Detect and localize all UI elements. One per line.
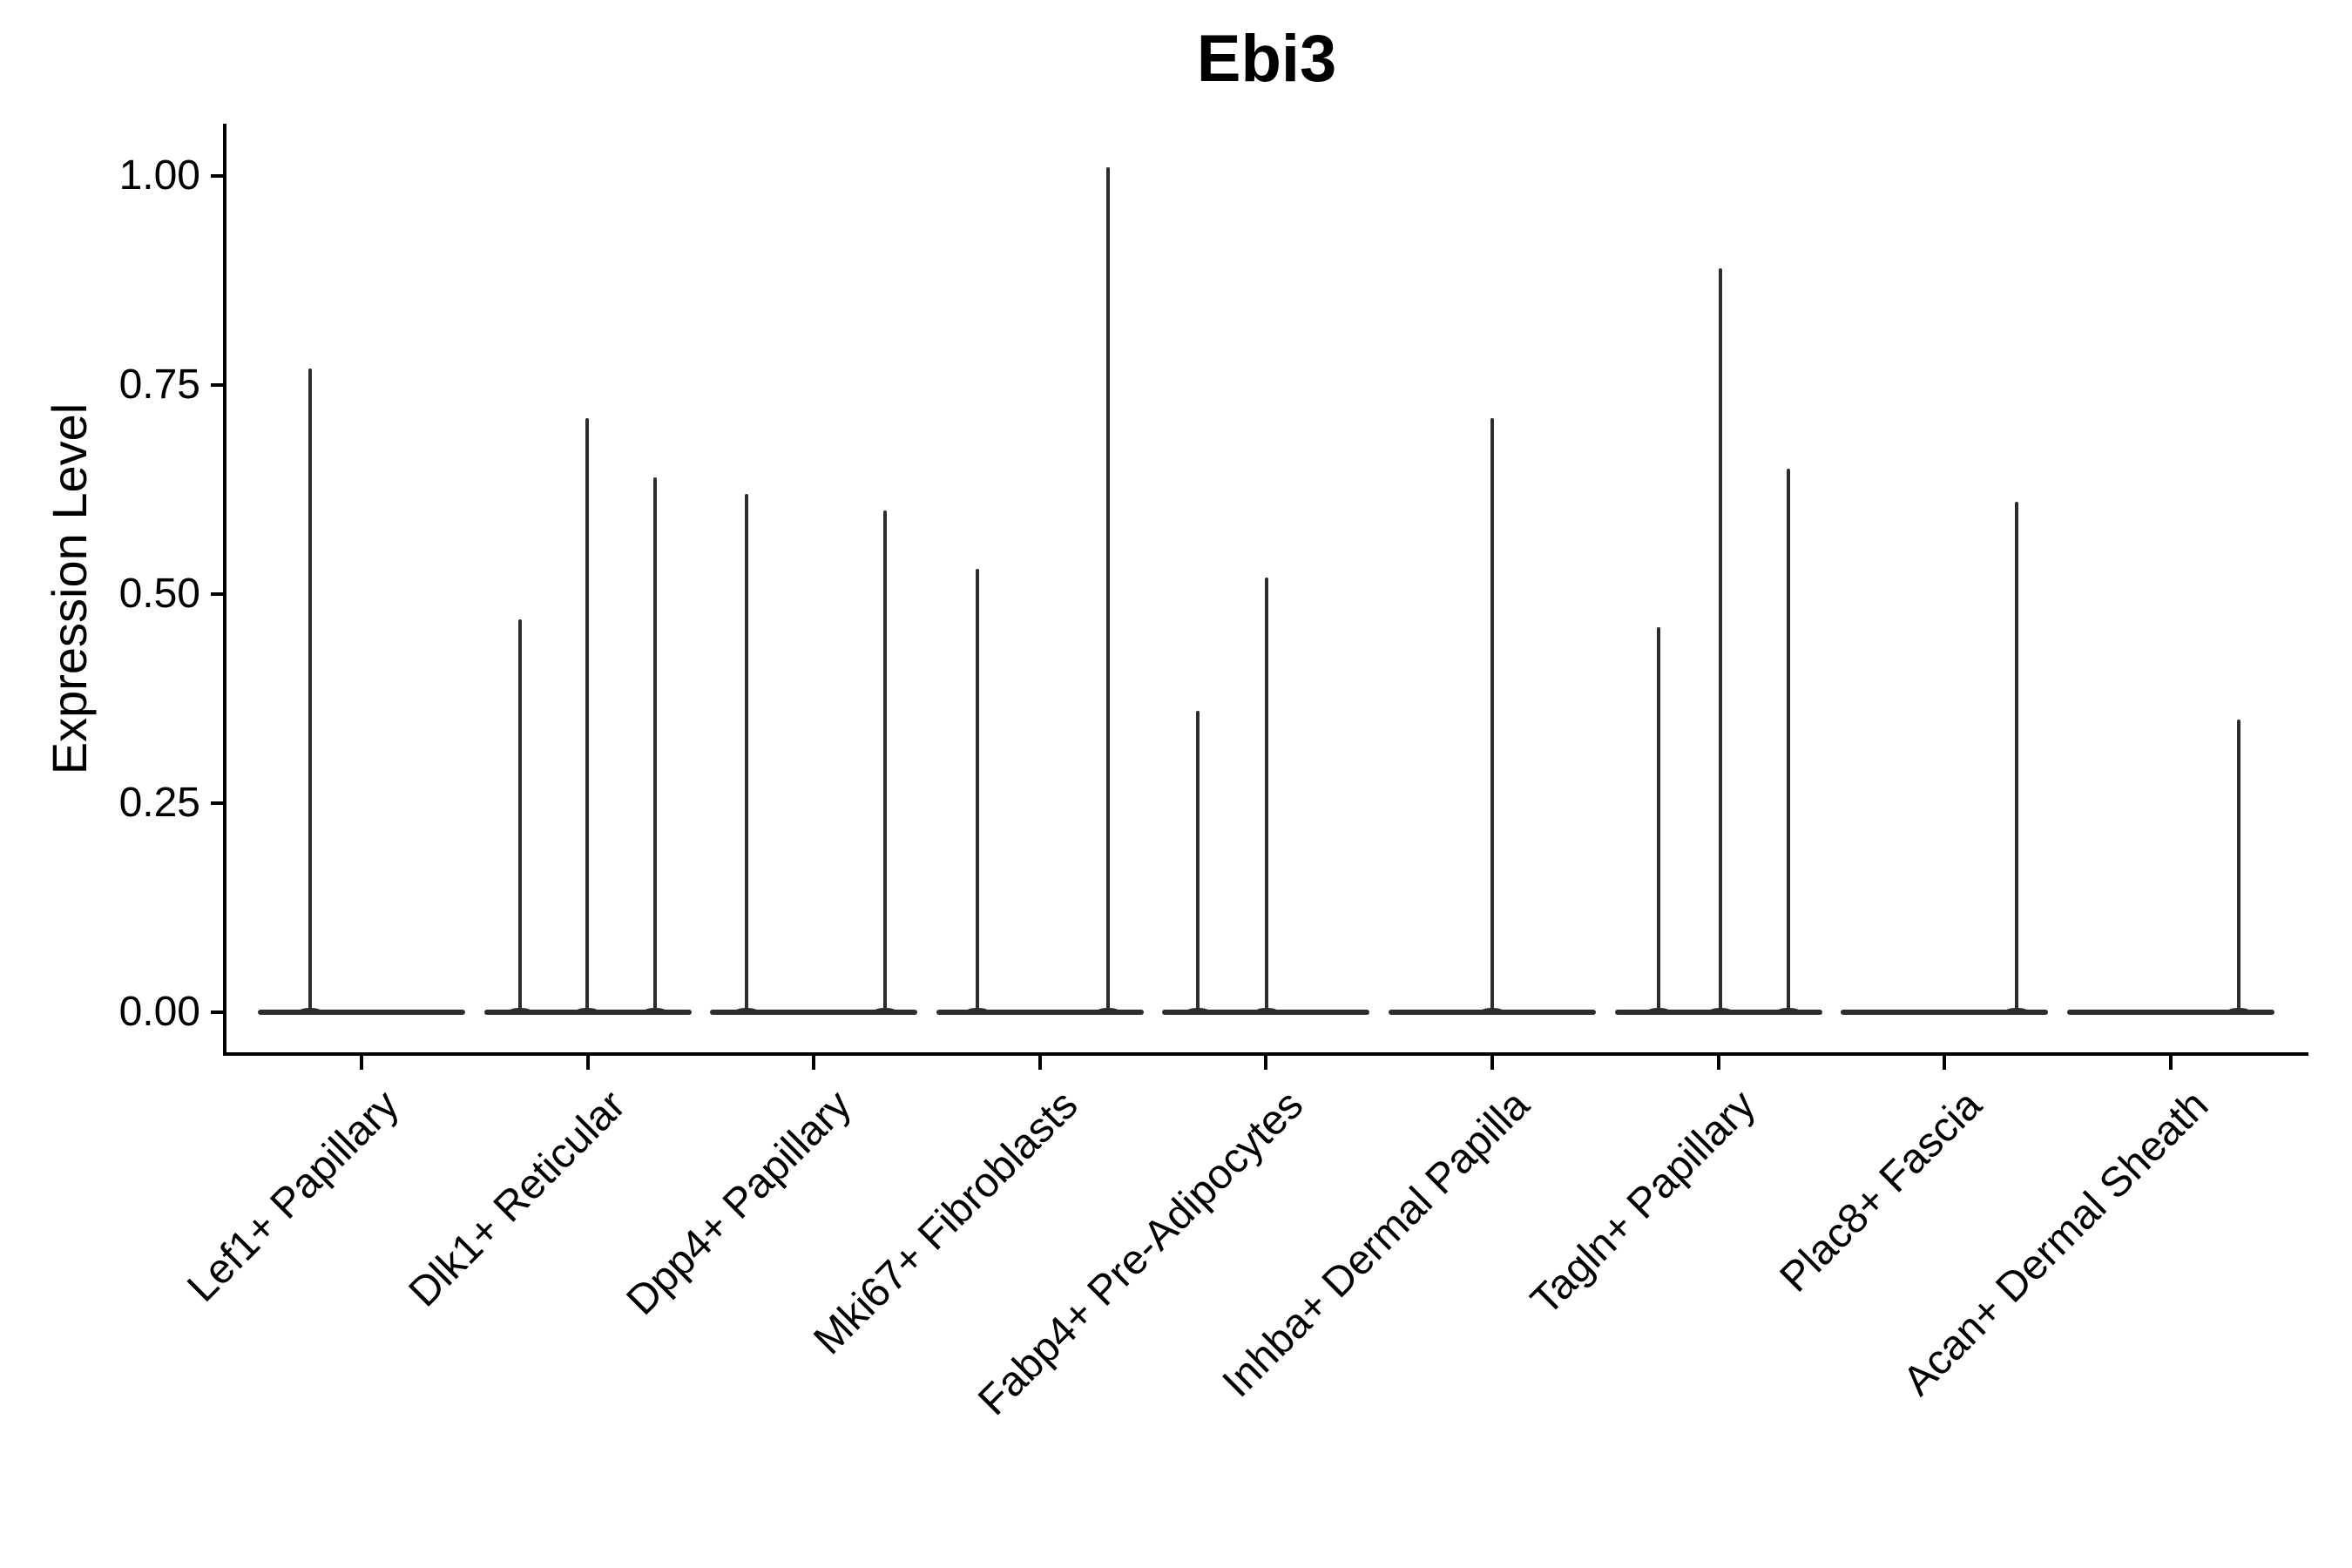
- y-tick: [211, 174, 225, 178]
- y-axis-spine: [223, 124, 226, 1056]
- violin-spike: [652, 476, 657, 1012]
- x-tick-label: Dlk1+ Reticular: [400, 1081, 634, 1316]
- x-tick: [1716, 1056, 1720, 1070]
- x-tick: [1490, 1056, 1494, 1070]
- x-tick: [1037, 1056, 1042, 1070]
- x-tick-label: Plac8+ Fascia: [1771, 1081, 1991, 1301]
- violin-spike: [308, 368, 312, 1012]
- y-tick: [211, 383, 225, 387]
- x-tick-label: Dpp4+ Papillary: [618, 1081, 861, 1324]
- x-tick-label: Tagln+ Papillary: [1522, 1081, 1765, 1324]
- violin-spike: [1265, 577, 1269, 1012]
- violin-spike: [975, 569, 979, 1012]
- x-tick: [360, 1056, 363, 1070]
- violin-spike: [1105, 167, 1110, 1012]
- x-tick: [812, 1056, 816, 1070]
- violin-spike: [2236, 720, 2240, 1012]
- violin-spike: [517, 618, 522, 1012]
- violin-body: [1841, 1010, 2049, 1015]
- x-axis-spine: [223, 1052, 2308, 1056]
- y-tick: [211, 801, 225, 805]
- x-tick: [2168, 1056, 2173, 1070]
- violin-spike: [1718, 267, 1722, 1012]
- violin-spike: [883, 510, 888, 1012]
- y-tick-label: 0.50: [118, 571, 200, 617]
- violin-spike: [1656, 627, 1660, 1012]
- x-tick: [585, 1056, 590, 1070]
- violin-body: [936, 1010, 1144, 1015]
- x-tick-label: Lef1+ Papillary: [179, 1081, 409, 1311]
- violin-body: [258, 1010, 465, 1015]
- violin-body: [710, 1010, 918, 1015]
- violin-body: [2066, 1010, 2274, 1015]
- violin-spike: [2015, 502, 2019, 1012]
- chart-title: Ebi3: [1196, 22, 1337, 96]
- violin-spike: [1490, 418, 1494, 1012]
- y-tick-label: 0.00: [118, 989, 200, 1035]
- x-tick: [1943, 1056, 1947, 1070]
- violin-spike: [745, 493, 749, 1012]
- violin-spike: [1786, 469, 1790, 1012]
- violin-spike: [585, 418, 589, 1012]
- y-tick-label: 1.00: [118, 152, 200, 199]
- y-tick: [211, 1010, 225, 1014]
- x-tick: [1264, 1056, 1268, 1070]
- y-tick-label: 0.75: [118, 362, 200, 408]
- y-tick: [211, 592, 225, 596]
- y-tick-label: 0.25: [118, 780, 200, 826]
- violin-spike: [1196, 711, 1200, 1012]
